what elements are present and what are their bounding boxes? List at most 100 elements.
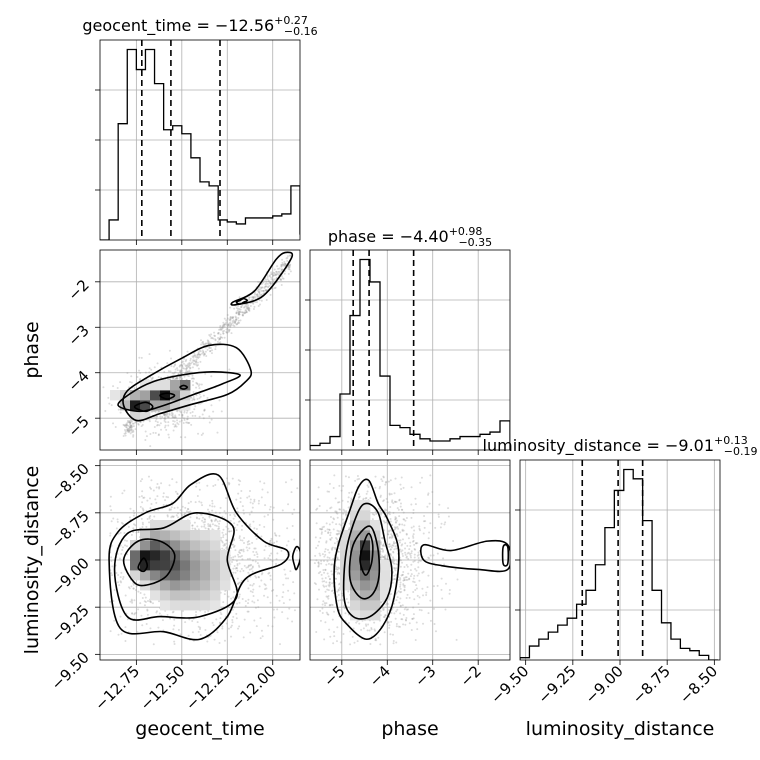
sample-point (406, 593, 409, 596)
sample-point (182, 360, 185, 363)
sample-point (194, 414, 197, 417)
sample-point (289, 263, 292, 266)
sample-point (238, 312, 241, 315)
sample-point (114, 425, 117, 428)
density-cell (360, 560, 371, 571)
sample-point (237, 479, 240, 482)
sample-point (325, 563, 328, 566)
sample-point (238, 307, 241, 310)
sample-point (245, 307, 248, 310)
sample-point (260, 286, 263, 289)
sample-point (331, 589, 334, 592)
sample-point (317, 561, 320, 564)
sample-point (226, 331, 229, 334)
sample-point (151, 376, 154, 379)
sample-point (437, 515, 440, 518)
sample-point (156, 483, 159, 486)
sample-point (222, 544, 225, 547)
sample-point (242, 312, 245, 315)
sample-point (195, 386, 198, 389)
sample-point (173, 420, 176, 423)
ytick-label-phase: −5 (64, 412, 92, 440)
sample-point (137, 531, 140, 534)
sample-point (237, 582, 240, 585)
sample-point (146, 517, 149, 520)
sample-point (172, 429, 175, 432)
sample-point (326, 490, 329, 493)
sample-point (228, 328, 231, 331)
sample-point (317, 486, 320, 489)
sample-point (413, 543, 416, 546)
sample-point (208, 524, 211, 527)
sample-point (393, 566, 396, 569)
sample-point (251, 559, 254, 562)
sample-point (323, 571, 326, 574)
sample-point (117, 633, 120, 636)
ytick-label-luminosity-distance: −9.25 (48, 601, 93, 646)
sample-point (239, 308, 242, 311)
sample-point (318, 504, 321, 507)
sample-point (352, 627, 355, 630)
sample-point (255, 301, 258, 304)
density-cell (360, 540, 371, 551)
sample-point (331, 546, 334, 549)
sample-point (416, 554, 419, 557)
sample-point (238, 562, 241, 565)
density-cell (180, 520, 191, 531)
sample-point (417, 551, 420, 554)
sample-point (219, 336, 222, 339)
sample-point (385, 521, 388, 524)
sample-point (399, 583, 402, 586)
sample-point (332, 528, 335, 531)
sample-point (406, 552, 409, 555)
sample-point (223, 329, 226, 332)
sample-point (286, 259, 289, 262)
sample-point (203, 408, 206, 411)
sample-point (235, 312, 238, 315)
sample-point (263, 285, 266, 288)
xtick-label-geocent-time: −12.25 (182, 662, 234, 714)
sample-point (145, 435, 148, 438)
sample-point (171, 413, 174, 416)
sample-point (341, 594, 344, 597)
sample-point (411, 617, 414, 620)
sample-point (286, 256, 289, 259)
sample-point (244, 604, 247, 607)
sample-point (398, 498, 401, 501)
sample-point (150, 601, 153, 604)
sample-point (227, 328, 230, 331)
sample-point (282, 263, 285, 266)
sample-point (330, 536, 333, 539)
sample-point (236, 510, 239, 513)
sample-point (287, 589, 290, 592)
sample-point (402, 579, 405, 582)
sample-point (237, 627, 240, 630)
sample-point (192, 384, 195, 387)
sample-point (214, 339, 217, 342)
sample-point (334, 548, 337, 551)
sample-point (400, 574, 403, 577)
sample-point (391, 524, 394, 527)
sample-point (113, 588, 116, 591)
sample-point (248, 547, 251, 550)
sample-point (186, 366, 189, 369)
sample-point (235, 612, 238, 615)
sample-point (284, 264, 287, 267)
sample-point (249, 631, 252, 634)
sample-point (347, 496, 350, 499)
sample-point (199, 395, 202, 398)
sample-point (268, 545, 271, 548)
sample-point (220, 536, 223, 539)
sample-point (272, 280, 275, 283)
sample-point (164, 413, 167, 416)
sample-point (396, 608, 399, 611)
sample-point (124, 639, 127, 642)
sample-point (272, 518, 275, 521)
sample-point (329, 531, 332, 534)
sample-point (150, 410, 153, 413)
sample-point (239, 552, 242, 555)
sample-point (158, 487, 161, 490)
sample-point (432, 585, 435, 588)
sample-point (338, 567, 341, 570)
sample-point (126, 429, 129, 432)
